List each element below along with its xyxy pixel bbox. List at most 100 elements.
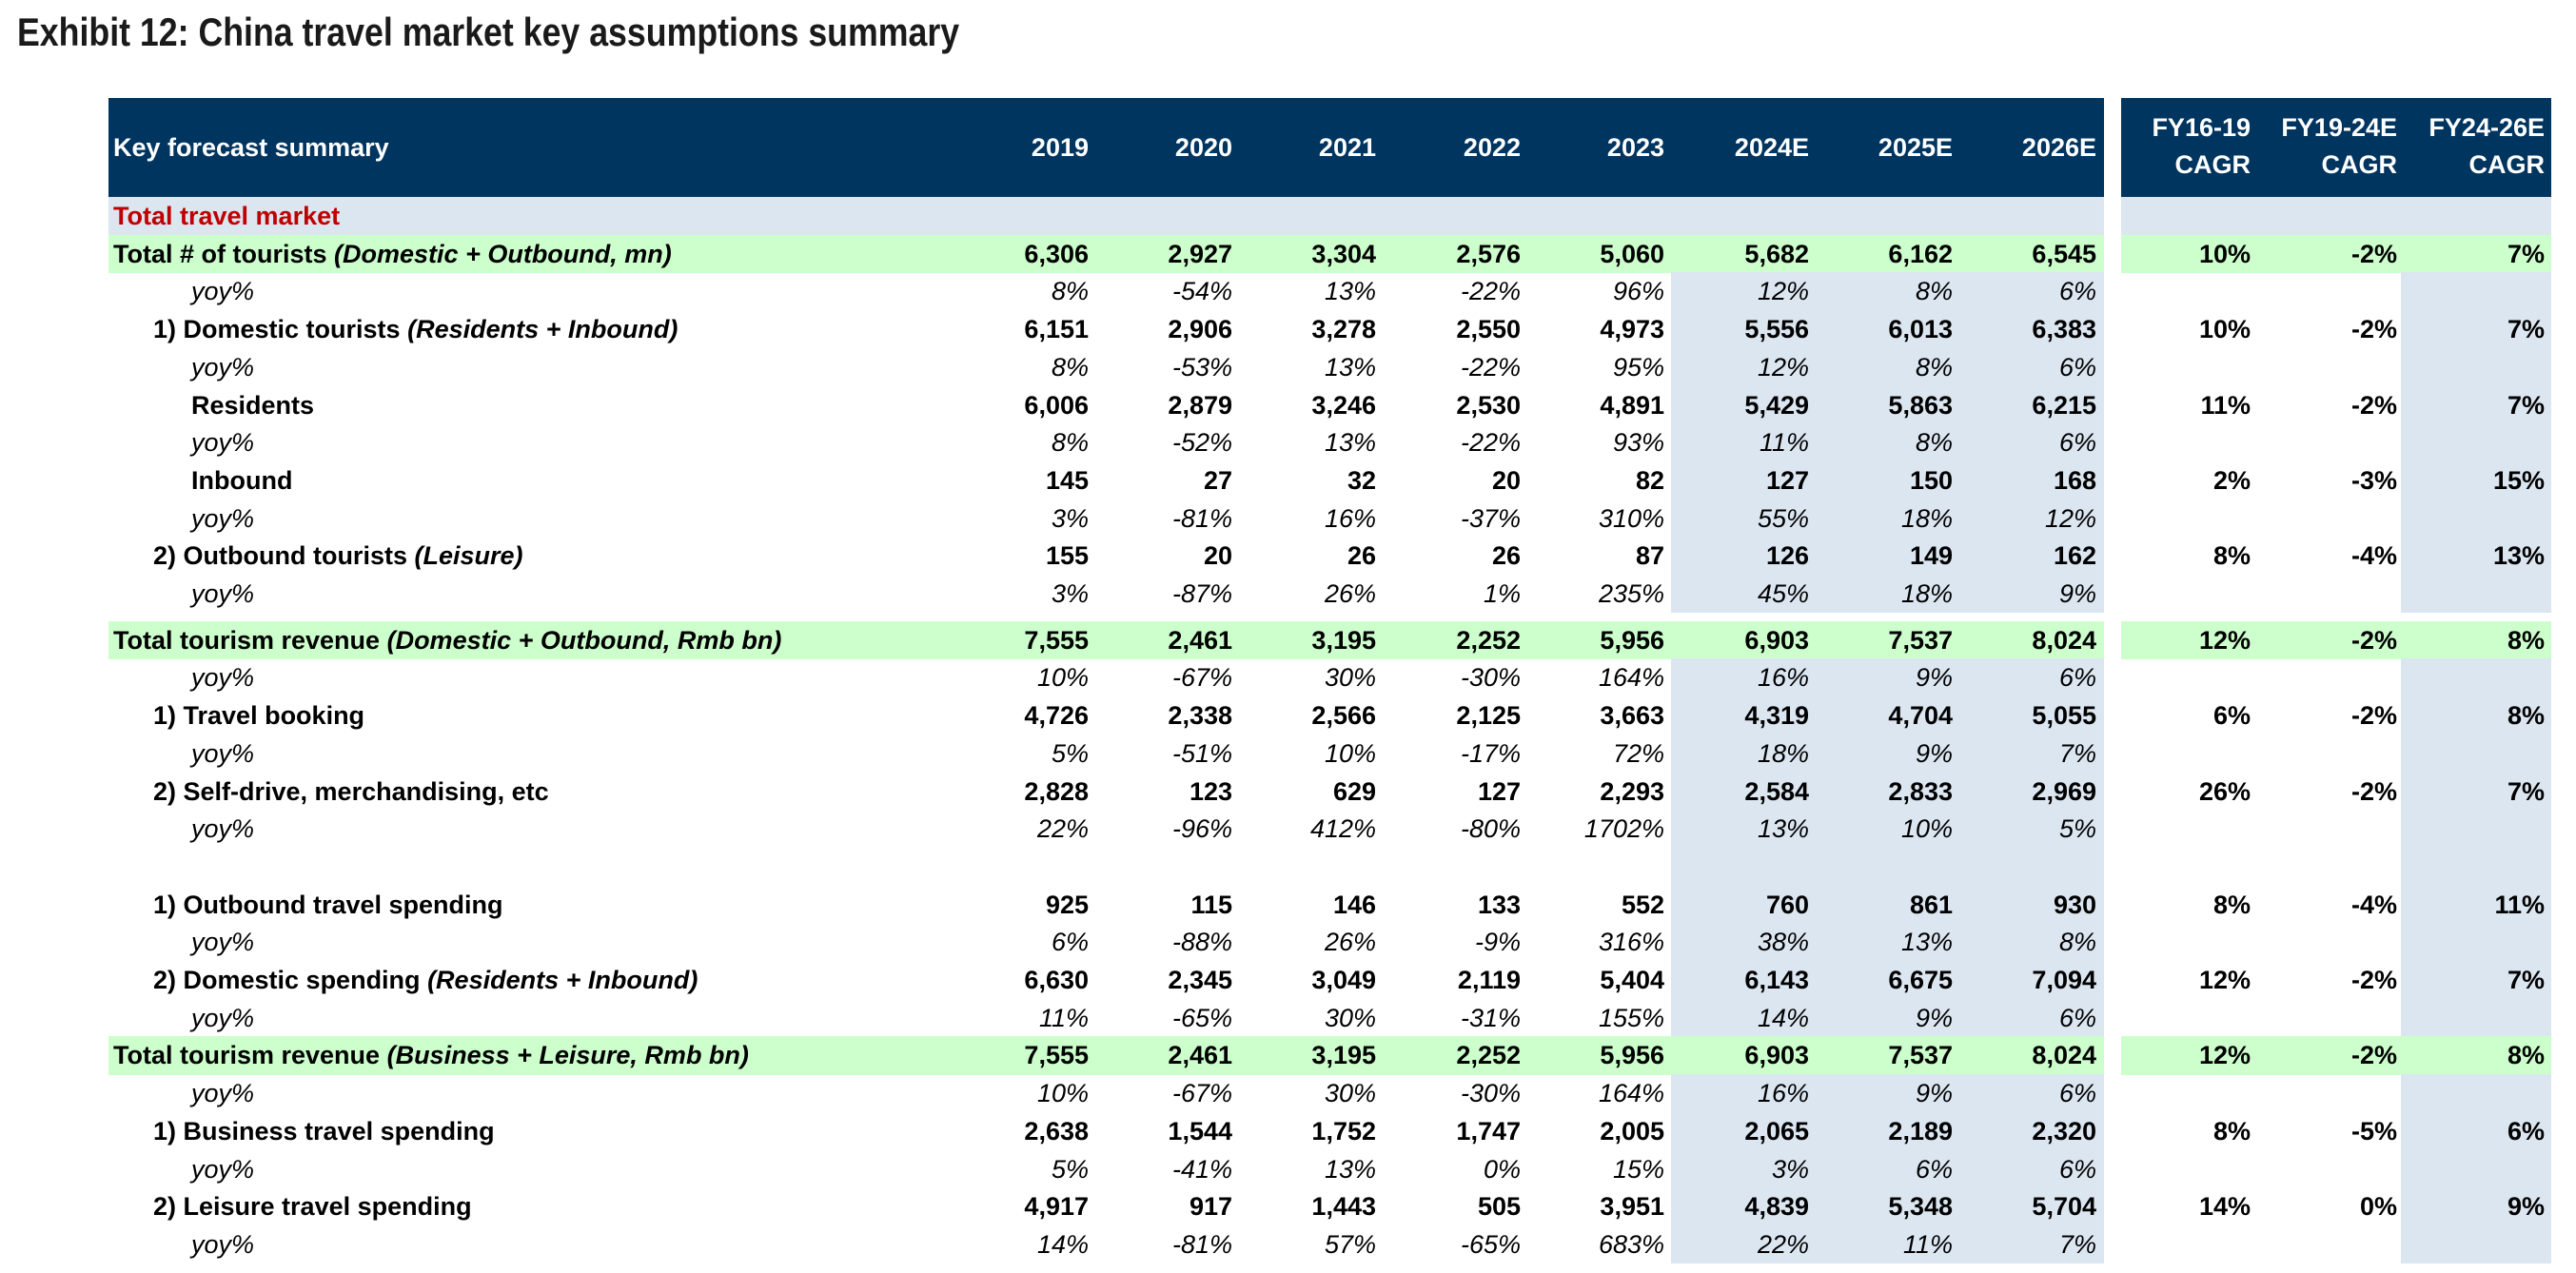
row-value: 127 [1477,776,1521,806]
cell-shade [2401,1224,2551,1264]
yoy-value: 13% [1324,1154,1376,1184]
yoy-value: -54% [1171,277,1232,306]
yoy-value: 5% [1051,1154,1089,1184]
yoy-value: 30% [1324,1003,1376,1032]
yoy-value: 8% [1051,277,1089,306]
row-value: 3,304 [1311,239,1376,268]
yoy-value: 0% [1483,1154,1521,1184]
row-value: 6,545 [2032,239,2096,268]
row-value: 162 [2053,541,2096,571]
yoy-value: 14% [1757,1003,1809,1032]
row-value: 4,891 [1600,390,1664,420]
row-value: 149 [1909,541,1953,571]
row-label: 1) Business travel spending [153,1112,495,1150]
yoy-value: -17% [1460,738,1521,768]
cagr-value: 11% [2494,890,2545,919]
cagr-value: 8% [2212,1116,2251,1146]
cagr-value: 10% [2198,239,2251,268]
cell-shade [1671,385,2104,424]
yoy-value: 11% [1038,1003,1089,1032]
row-label: Total tourism revenue (Business + Leisur… [113,1036,749,1074]
cell-shade [1671,1111,2104,1151]
row-value: 2,584 [1744,776,1809,806]
yoy-value: 1702% [1583,814,1664,844]
cell-shade [2401,423,2551,462]
yoy-value: 26% [1324,579,1376,608]
row-value: 127 [1765,465,1809,495]
yoy-label: yoy% [191,1079,255,1108]
cagr-value: 8% [2212,541,2251,571]
yoy-value: 8% [1051,428,1089,458]
yoy-value: 14% [1036,1229,1089,1259]
row-value: 5,956 [1600,1041,1664,1070]
yoy-value: 13% [1757,814,1809,844]
yoy-value: 9% [2058,579,2096,608]
row-value: 2,461 [1168,1041,1232,1070]
row-value: 8,024 [2032,625,2096,655]
yoy-label: yoy% [191,928,255,957]
row-value: 4,704 [1888,701,1953,731]
row-value: 4,319 [1744,701,1809,731]
yoy-value: 18% [1900,579,1953,608]
cagr-value: 7% [2507,390,2545,420]
row-value: 1,747 [1456,1116,1521,1146]
row-value: 861 [1909,890,1953,919]
row-value: 5,404 [1600,966,1664,994]
yoy-value: 6% [2058,352,2096,382]
cell-shade [108,1036,2104,1075]
header-cagr: FY16-19 [2152,113,2251,142]
yoy-value: -53% [1171,352,1232,382]
cell-shade [1671,460,2104,500]
header-band [108,98,2104,197]
cell-shade [2401,1074,2551,1113]
row-value: 2,530 [1456,390,1521,420]
cagr-value: 12% [2198,1041,2251,1070]
yoy-label: yoy% [191,503,255,533]
cagr-value: 12% [2198,966,2251,994]
cell-shade [2401,923,2551,962]
yoy-value: 6% [1915,1154,1953,1184]
cell-shade [1671,347,2104,387]
yoy-value: 8% [1915,428,1953,458]
cagr-value: 26% [2198,776,2251,806]
cagr-value: -2% [2350,966,2397,994]
row-value: 2,125 [1456,701,1521,731]
yoy-value: 18% [1757,738,1809,768]
header-year: 2023 [1606,133,1664,162]
yoy-value: -22% [1460,277,1521,306]
row-value: 6,630 [1024,966,1089,994]
yoy-value: 16% [1757,1079,1809,1108]
header-cagr: CAGR [2468,150,2546,179]
row-value: 505 [1477,1192,1521,1222]
row-value: 145 [1045,465,1089,495]
cagr-value: -2% [2350,701,2397,731]
yoy-value: 6% [2058,663,2096,693]
yoy-value: 310% [1598,503,1664,533]
row-value: 2,906 [1168,315,1232,344]
row-label: 1) Outbound travel spending [153,886,503,924]
row-value: 26 [1347,541,1376,571]
cagr-value: 14% [2198,1192,2251,1222]
yoy-value: 30% [1324,1079,1376,1108]
yoy-value: 10% [1900,814,1953,844]
yoy-value: 13% [1324,428,1376,458]
cagr-value: 2% [2212,465,2251,495]
yoy-value: 9% [1915,1003,1953,1032]
row-label-text: 1) Outbound travel spending [153,890,503,919]
yoy-value: 6% [2058,1003,2096,1032]
yoy-value: -51% [1171,738,1232,768]
cagr-value: -2% [2350,625,2397,655]
row-label-text: Total tourism revenue [113,1041,381,1070]
yoy-value: 22% [1036,814,1089,844]
cell-shade [1671,923,2104,962]
yoy-value: 412% [1309,814,1376,844]
header-label: Key forecast summary [113,133,389,162]
row-label-text: 1) Business travel spending [153,1116,495,1146]
cell-shade [2401,460,2551,500]
yoy-value: 30% [1324,663,1376,693]
row-value: 1,544 [1168,1116,1232,1146]
row-value: 133 [1477,890,1521,919]
cagr-value: -4% [2350,541,2397,571]
row-value: 20 [1203,541,1232,571]
yoy-value: 72% [1612,738,1664,768]
